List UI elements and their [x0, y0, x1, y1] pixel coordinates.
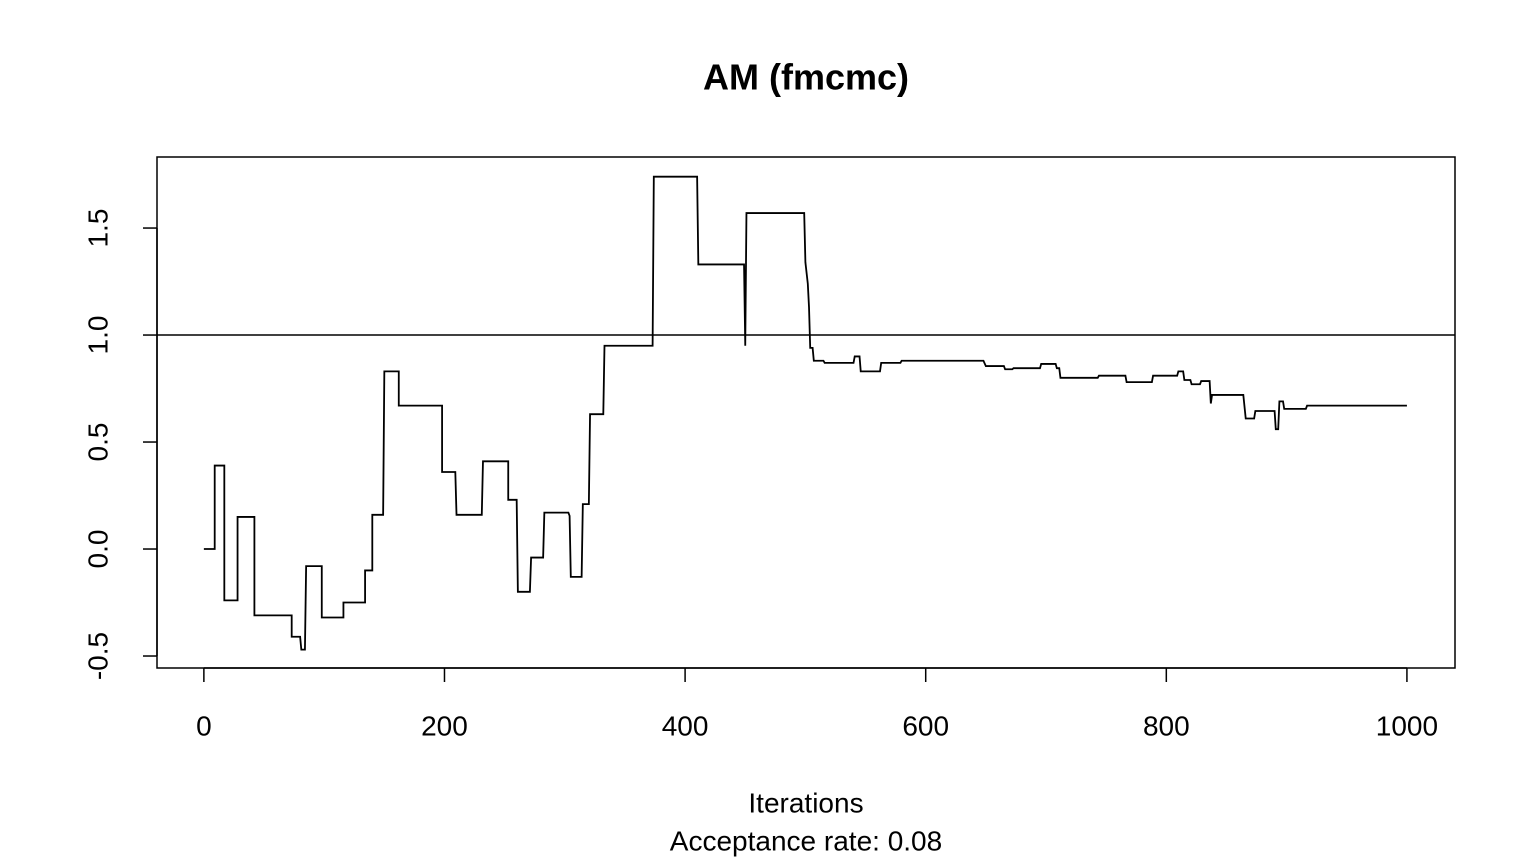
x-tick-label: 600: [902, 710, 949, 741]
y-tick-label: 0.0: [82, 530, 113, 569]
y-tick-label: -0.5: [82, 632, 113, 680]
subtitle: Acceptance rate: 0.08: [670, 825, 942, 856]
y-tick-label: 1.0: [82, 316, 113, 355]
y-tick-label: 1.5: [82, 209, 113, 248]
x-axis-label: Iterations: [748, 787, 863, 818]
y-tick-label: 0.5: [82, 423, 113, 462]
x-tick-label: 0: [196, 710, 212, 741]
chart-title: AM (fmcmc): [703, 57, 909, 98]
x-tick-label: 800: [1143, 710, 1190, 741]
x-tick-label: 400: [662, 710, 709, 741]
x-tick-label: 1000: [1376, 710, 1438, 741]
trace-line: [203, 175, 1407, 651]
plot-box: [156, 156, 1456, 669]
x-tick-label: 200: [421, 710, 468, 741]
